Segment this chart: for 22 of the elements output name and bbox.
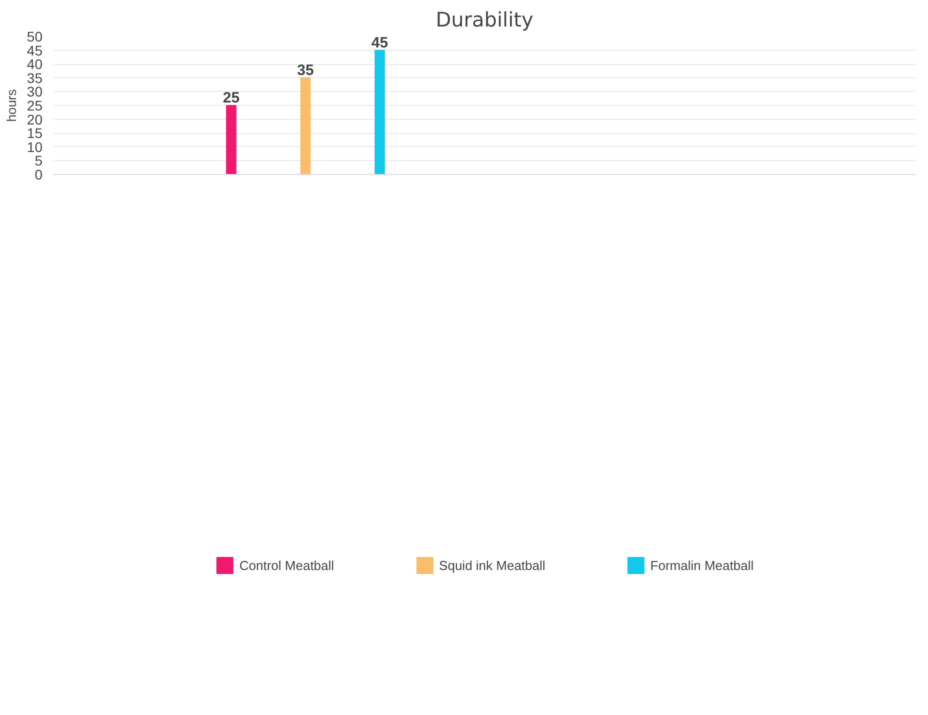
- data-label: 35: [297, 62, 314, 79]
- bar: [226, 105, 236, 174]
- data-label: 25: [222, 90, 240, 106]
- y-tick-label: 15: [26, 125, 43, 142]
- y-tick-label: 40: [26, 56, 43, 72]
- y-tick-label: 0: [34, 166, 43, 182]
- bar: [374, 50, 385, 174]
- y-tick-label: 45: [26, 42, 43, 58]
- y-axis-title: hours: [4, 88, 19, 122]
- y-tick-label: 5: [34, 152, 43, 169]
- chart-title: Durability: [436, 8, 534, 32]
- y-tick-label: 25: [26, 98, 43, 114]
- legend-label: Squid ink Meatball: [439, 558, 546, 572]
- y-tick-label: 50: [26, 28, 43, 44]
- y-tick-label: 35: [26, 70, 43, 86]
- y-tick-label: 30: [26, 84, 43, 100]
- legend-label: Formalin Meatball: [650, 558, 754, 572]
- y-tick-label: 10: [26, 138, 43, 155]
- y-tick-label: 20: [26, 111, 43, 128]
- legend-label: Control Meatball: [239, 558, 334, 572]
- bar: [300, 77, 311, 174]
- data-label: 45: [371, 34, 388, 52]
